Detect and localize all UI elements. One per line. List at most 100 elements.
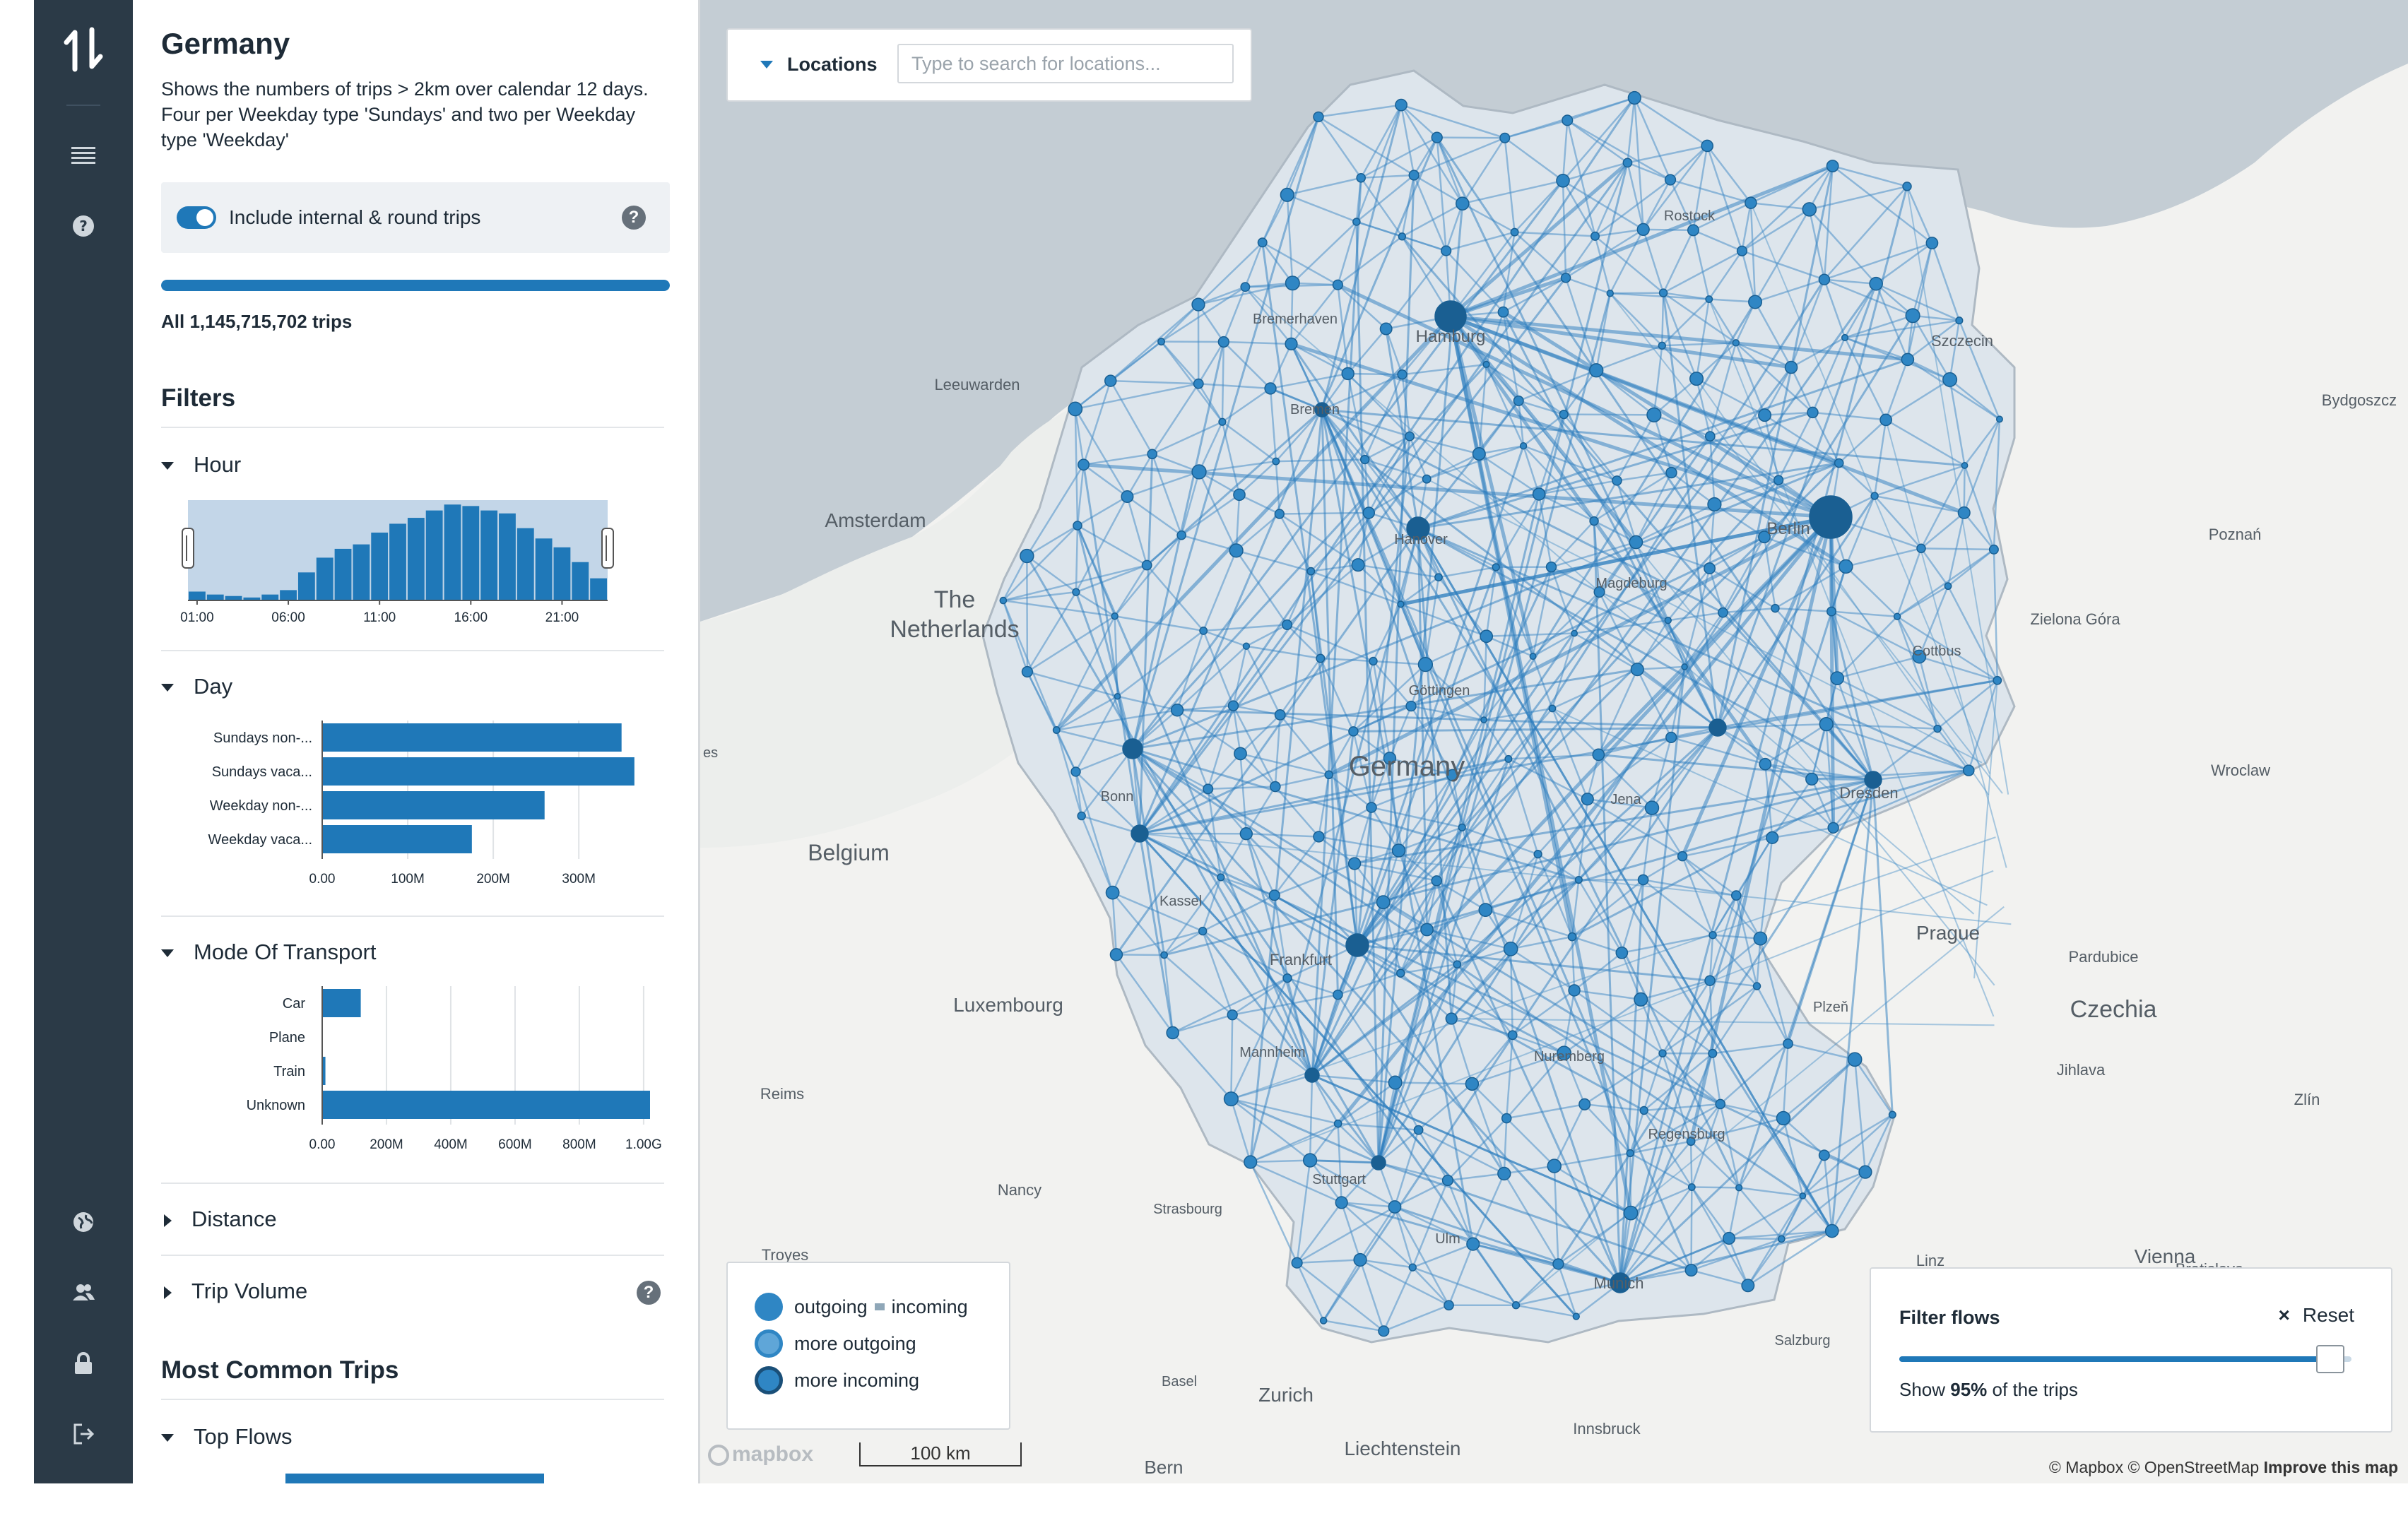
- flow-line[interactable]: [1109, 380, 1153, 455]
- location-node[interactable]: [1916, 543, 1926, 554]
- flow-line[interactable]: [1279, 658, 1321, 716]
- location-node[interactable]: [1396, 968, 1405, 978]
- location-node[interactable]: [1348, 726, 1359, 737]
- flow-line[interactable]: [1963, 418, 2001, 514]
- location-node[interactable]: [1802, 202, 1817, 217]
- hour-bar[interactable]: [462, 506, 480, 600]
- flow-line[interactable]: [1321, 409, 1692, 1271]
- flow-line[interactable]: [1836, 615, 1898, 679]
- location-node[interactable]: [1684, 1264, 1698, 1277]
- flow-line[interactable]: [1964, 465, 1995, 550]
- location-node[interactable]: [1783, 1038, 1793, 1049]
- flow-line[interactable]: [1127, 470, 1200, 498]
- flow-line[interactable]: [1875, 283, 1960, 321]
- flow-line[interactable]: [1399, 516, 1832, 975]
- flow-line[interactable]: [1627, 97, 1636, 163]
- flow-line[interactable]: [1274, 863, 1355, 896]
- flow-line[interactable]: [1412, 1243, 1474, 1269]
- flow-line[interactable]: [1146, 564, 1205, 632]
- flow-line[interactable]: [1002, 525, 1078, 601]
- flow-line[interactable]: [1400, 105, 1415, 176]
- hour-bar[interactable]: [206, 594, 224, 600]
- flow-line[interactable]: [1230, 1098, 1311, 1161]
- location-node[interactable]: [1121, 490, 1134, 504]
- location-node[interactable]: [1547, 1158, 1562, 1173]
- flow-line[interactable]: [1338, 972, 1401, 996]
- location-node[interactable]: [1758, 531, 1771, 544]
- location-node[interactable]: [1160, 951, 1168, 959]
- location-node[interactable]: [1166, 1026, 1179, 1040]
- facet-distance[interactable]: Distance: [161, 1207, 277, 1232]
- flow-line[interactable]: [1896, 616, 1939, 730]
- flow-line[interactable]: [1321, 409, 1339, 995]
- flow-line[interactable]: [1634, 97, 1672, 180]
- flow-line[interactable]: [1478, 453, 1540, 495]
- flow-line[interactable]: [1643, 1053, 1664, 1111]
- flow-line[interactable]: [1172, 1014, 1233, 1034]
- flow-line[interactable]: [1504, 119, 1568, 139]
- flow-line[interactable]: [1274, 786, 1320, 838]
- flow-line[interactable]: [1711, 1053, 1721, 1105]
- flow-line[interactable]: [1587, 736, 1672, 800]
- flow-line[interactable]: [1692, 1186, 1740, 1189]
- location-node[interactable]: [1847, 1052, 1863, 1067]
- flow-line[interactable]: [1864, 1114, 1894, 1173]
- flow-line[interactable]: [1198, 382, 1271, 390]
- location-node[interactable]: [1722, 1231, 1736, 1245]
- flow-line[interactable]: [1160, 286, 1246, 343]
- location-node[interactable]: [1519, 442, 1528, 450]
- location-node[interactable]: [1270, 781, 1281, 793]
- location-node[interactable]: [1383, 752, 1397, 765]
- flow-line[interactable]: [1075, 696, 1119, 773]
- flow-line[interactable]: [1844, 314, 1913, 339]
- flow-line[interactable]: [1456, 726, 1719, 966]
- flow-line[interactable]: [1311, 567, 1552, 1076]
- flow-line[interactable]: [1571, 935, 1622, 954]
- flow-line[interactable]: [1138, 833, 1174, 1033]
- flow-line[interactable]: [1642, 879, 1713, 936]
- hour-bar[interactable]: [280, 590, 297, 600]
- location-node[interactable]: [1227, 1009, 1238, 1021]
- flow-line[interactable]: [1836, 656, 1920, 680]
- location-node[interactable]: [1314, 402, 1330, 417]
- flow-line[interactable]: [1235, 513, 1280, 552]
- flow-line[interactable]: [1311, 177, 1362, 1076]
- flow-line[interactable]: [1412, 1267, 1450, 1306]
- flow-line[interactable]: [1920, 547, 1994, 551]
- flow-line[interactable]: [1026, 591, 1077, 672]
- flow-line[interactable]: [1663, 292, 1709, 300]
- flow-line[interactable]: [1719, 1043, 1789, 1105]
- flow-line[interactable]: [1198, 341, 1224, 384]
- flow-line[interactable]: [1056, 729, 1077, 772]
- flow-line[interactable]: [1968, 680, 1998, 771]
- flow-line[interactable]: [1759, 938, 1789, 1044]
- flow-line[interactable]: [1598, 754, 1653, 809]
- flow-line[interactable]: [1003, 599, 1115, 617]
- location-node[interactable]: [1239, 827, 1253, 841]
- flow-lines[interactable]: [1002, 97, 2012, 1332]
- flow-line[interactable]: [1447, 1173, 1504, 1182]
- flow-line[interactable]: [1824, 1113, 1893, 1156]
- flow-line[interactable]: [1598, 753, 1874, 781]
- flow-line[interactable]: [1207, 753, 1241, 790]
- location-node[interactable]: [1827, 822, 1839, 834]
- flow-line[interactable]: [1111, 833, 1141, 894]
- location-node[interactable]: [1324, 770, 1334, 780]
- flow-line[interactable]: [1495, 493, 1540, 568]
- location-node[interactable]: [1478, 903, 1493, 918]
- flow-line[interactable]: [1790, 367, 1814, 413]
- location-node[interactable]: [1077, 811, 1086, 821]
- flow-line[interactable]: [1310, 1159, 1379, 1164]
- flow-line[interactable]: [1552, 708, 1988, 906]
- flow-line[interactable]: [1485, 909, 1512, 949]
- flow-line[interactable]: [1132, 747, 1804, 1197]
- flow-line[interactable]: [1400, 104, 1438, 138]
- flow-line[interactable]: [1356, 479, 1780, 947]
- flow-line[interactable]: [1361, 174, 1415, 179]
- flow-line[interactable]: [1359, 1259, 1413, 1269]
- location-node[interactable]: [1413, 1125, 1424, 1135]
- flow-line[interactable]: [1426, 445, 1524, 480]
- location-node[interactable]: [1568, 984, 1581, 997]
- location-node[interactable]: [1556, 173, 1570, 188]
- location-node[interactable]: [1362, 506, 1376, 519]
